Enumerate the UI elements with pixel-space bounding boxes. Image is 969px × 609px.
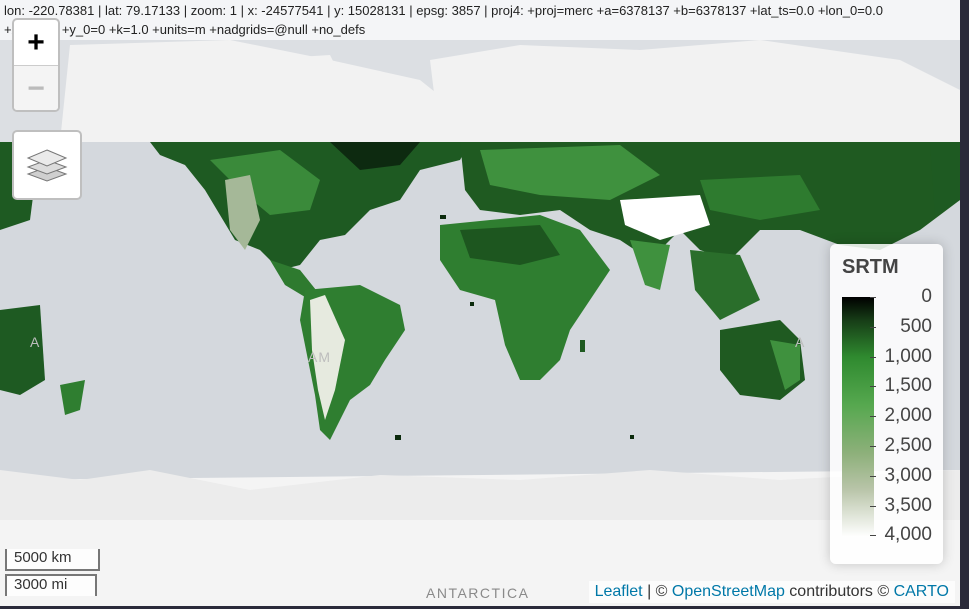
srtm-raster — [0, 142, 960, 440]
coordinate-line-1: lon: -220.78381 | lat: 79.17133 | zoom: … — [4, 3, 883, 18]
osm-link[interactable]: OpenStreetMap — [671, 583, 785, 600]
legend-label: 4,000 — [884, 524, 932, 546]
legend-label: 0 — [921, 286, 932, 307]
map-label-antarctica: ANTARCTICA — [426, 585, 530, 601]
leaflet-link[interactable]: Leaflet — [594, 583, 643, 600]
coordinate-line-2: +x_0=0.0 +y_0=0 +k=1.0 +units=m +nadgrid… — [4, 22, 366, 37]
layers-icon — [26, 149, 68, 182]
legend-tick — [870, 505, 876, 507]
zoom-control: + − — [12, 18, 60, 112]
legend-tick — [870, 386, 876, 388]
legend-tick — [870, 326, 876, 328]
legend-label: 2,500 — [884, 435, 932, 456]
map-label-asia: A — [795, 334, 805, 350]
scale-bar-mi: 3000 mi — [5, 574, 97, 596]
window-frame-bottom — [0, 606, 969, 609]
scale-bar-km: 5000 km — [5, 549, 100, 571]
legend-tick — [870, 297, 876, 298]
legend-tick — [870, 356, 876, 358]
layers-button[interactable] — [12, 130, 82, 200]
legend-label: 500 — [900, 315, 932, 337]
zoom-out-button[interactable]: − — [14, 65, 58, 110]
legend-label: 1,000 — [884, 345, 932, 367]
legend-label: 3,000 — [884, 464, 932, 486]
attribution-contributors: contributors © — [784, 583, 894, 600]
basemap-land — [0, 40, 960, 609]
legend-tick — [870, 475, 876, 477]
map-label-africa-clip: A — [30, 334, 40, 350]
legend-title: SRTM — [842, 256, 899, 278]
legend-tick — [870, 535, 876, 537]
map-label-america: AM — [308, 349, 331, 365]
attribution: Leaflet | © OpenStreetMap contributors ©… — [588, 581, 955, 603]
zoom-in-button[interactable]: + — [27, 25, 45, 59]
legend-color-ramp — [842, 297, 874, 537]
window-frame-right — [960, 0, 969, 609]
coordinate-readout: lon: -220.78381 | lat: 79.17133 | zoom: … — [0, 0, 960, 40]
carto-link[interactable]: CARTO — [893, 583, 949, 600]
legend-tick — [870, 446, 876, 447]
legend-label: 1,500 — [884, 375, 932, 397]
srtm-legend: SRTM 0 500 1,000 1,500 2,000 2,500 3,000 3,500 4… — [830, 244, 943, 564]
legend-tick — [870, 416, 876, 418]
attribution-separator: | © — [642, 583, 672, 600]
legend-label: 2,000 — [884, 405, 932, 427]
legend-label: 3,500 — [884, 494, 932, 516]
